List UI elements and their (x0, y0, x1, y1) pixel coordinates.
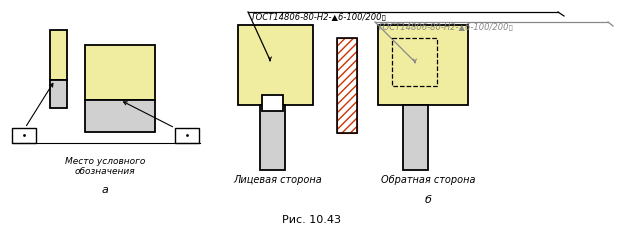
Bar (85, 45, 155, 100)
Bar (405, 95, 426, 111)
Text: Место условного: Место условного (65, 157, 145, 166)
Bar (403, 105, 428, 170)
Text: ГОСТ14806-80-Н2-▲6-100/200▯: ГОСТ14806-80-Н2-▲6-100/200▯ (379, 23, 514, 32)
Bar (85, 100, 155, 132)
Text: б: б (425, 195, 432, 205)
Text: обозначения: обозначения (75, 167, 136, 176)
Bar (238, 25, 313, 105)
Bar (337, 38, 357, 133)
Bar (392, 38, 437, 86)
Bar (50, 80, 67, 108)
Bar (378, 25, 468, 105)
Bar (262, 95, 283, 111)
Text: ГОСТ14806-80-Н2-▲6-100/200▯: ГОСТ14806-80-Н2-▲6-100/200▯ (252, 13, 387, 22)
Bar (260, 105, 285, 170)
Text: а: а (101, 185, 108, 195)
Bar (337, 38, 357, 133)
Text: Лицевая сторона: Лицевая сторона (234, 175, 322, 185)
Bar (50, 30, 67, 80)
Text: Обратная сторона: Обратная сторона (381, 175, 475, 185)
Bar (175, 128, 199, 143)
Text: Рис. 10.43: Рис. 10.43 (282, 215, 340, 225)
Bar (12, 128, 36, 143)
